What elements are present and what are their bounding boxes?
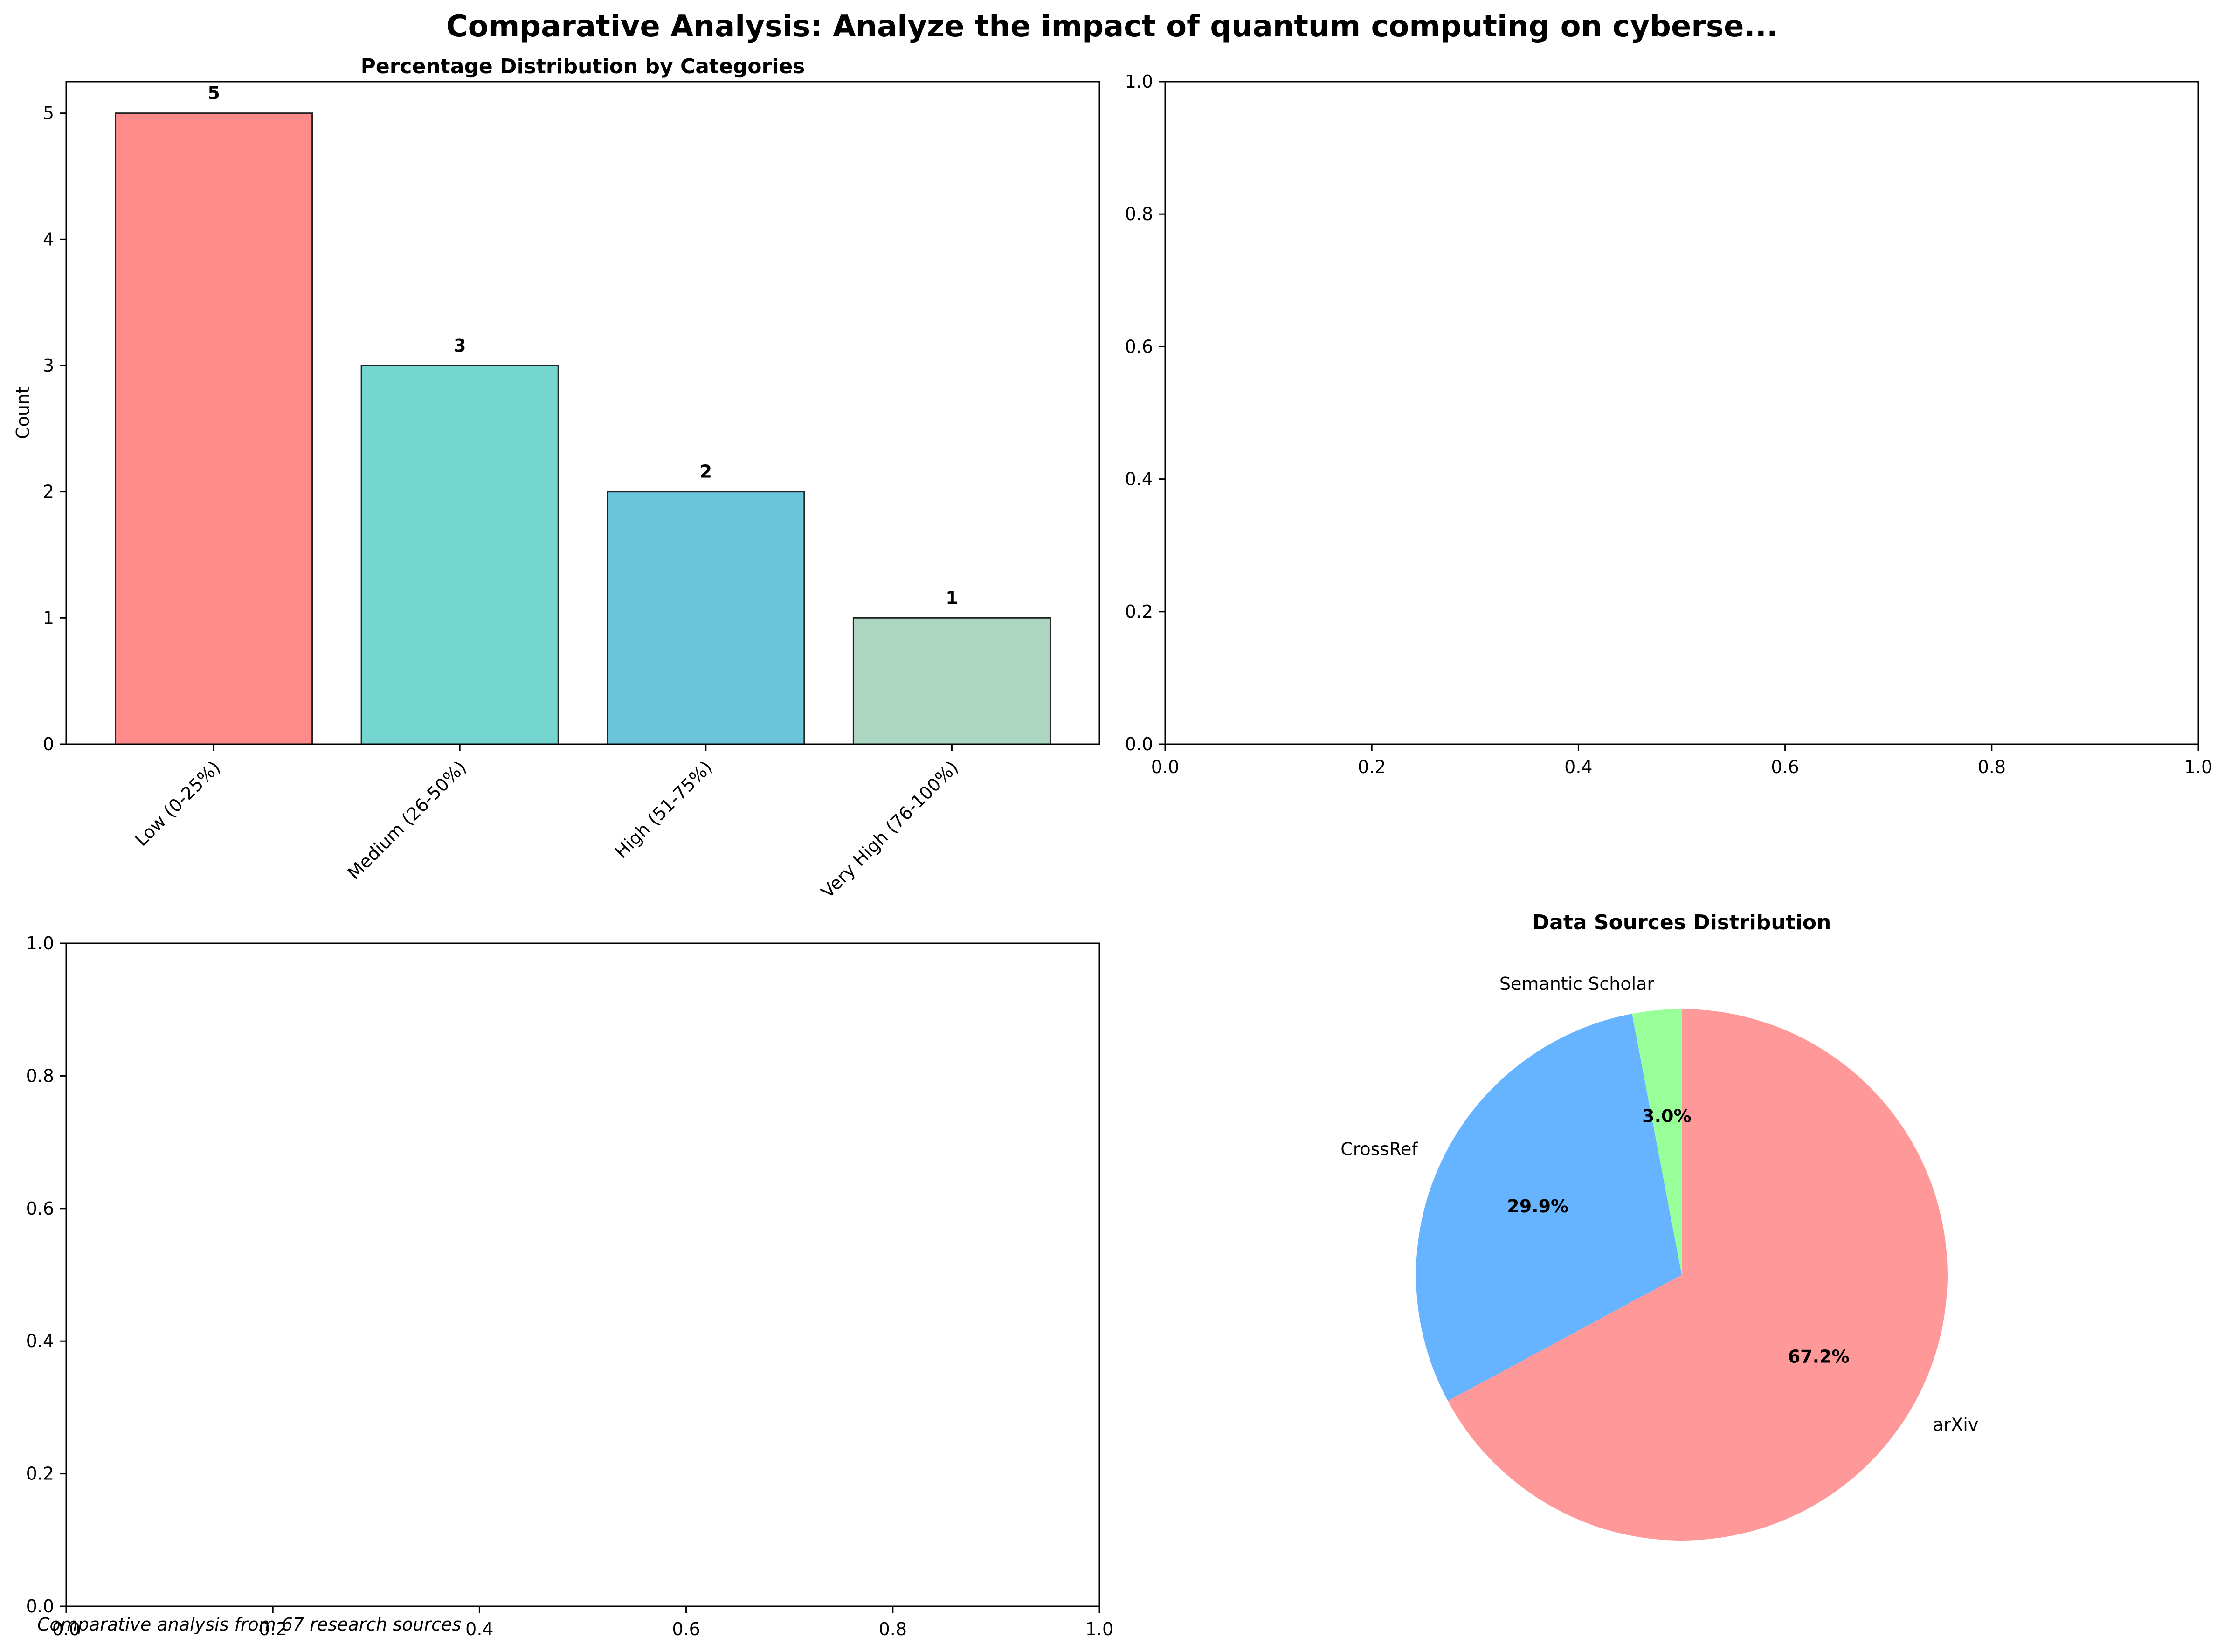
pie-slice-label: CrossRef <box>1340 1139 1418 1160</box>
pie-slice-label: Semantic Scholar <box>1499 974 1655 994</box>
pie-slice-percent: 3.0% <box>1642 1106 1691 1127</box>
pie-chart-title: Data Sources Distribution <box>1533 911 1831 934</box>
bar-y-axis-label: Count <box>13 387 33 439</box>
bar-ytick-label: 0 <box>43 734 54 754</box>
pie-chart-axes: Data Sources Distribution arXiv 67.2% Cross… <box>1340 911 1978 1541</box>
bar-data-label: 2 <box>700 462 712 482</box>
bar <box>360 365 559 745</box>
pie-slice <box>1448 1009 1948 1541</box>
empty-bottom-left-frame <box>65 942 1100 1607</box>
figure-suptitle: Comparative Analysis: Analyze the impact… <box>446 9 1778 44</box>
pie-slice-percent: 67.2% <box>1788 1346 1850 1367</box>
bar-data-label: 1 <box>946 588 958 608</box>
bar-data-label: 3 <box>454 335 466 356</box>
empty-bottom-left-xtick-label: 0.8 <box>879 1619 907 1639</box>
empty-bottom-left-xtick-label: 0.4 <box>465 1619 493 1639</box>
empty-top-right-xtick-label: 0.8 <box>1978 757 2006 777</box>
empty-top-right-ytick-label: 0.0 <box>1125 734 1153 754</box>
bar-ytick-label: 4 <box>43 229 54 249</box>
empty-top-right-ytick-label: 0.4 <box>1125 469 1153 490</box>
empty-top-right-xtick-label: 0.0 <box>1151 757 1179 777</box>
bar-ytick-label: 3 <box>43 355 54 376</box>
empty-bottom-left-xtick-label: 1.0 <box>1085 1619 1113 1639</box>
bar-frame <box>65 81 1100 745</box>
empty-bottom-left-ytick-label: 1.0 <box>26 933 54 954</box>
empty-bottom-left-ytick-label: 0.6 <box>26 1198 54 1219</box>
empty-bottom-left-ytick-label: 0.4 <box>26 1331 54 1351</box>
empty-top-right-xtick-label: 0.6 <box>1771 757 1799 777</box>
empty-bottom-left-ytick-label: 0.2 <box>26 1464 54 1484</box>
empty-axes-bottom-left: 0.0 0.2 0.4 0.6 0.8 1.0 0.0 0.2 0.4 0.6 0.8 1.0 <box>26 933 1114 1639</box>
empty-axes-top-right: 0.0 0.2 0.4 0.6 0.8 1.0 0.0 0.2 0.4 0.6 0.8 1.0 <box>1125 71 2213 777</box>
pie-slice <box>1632 1009 1682 1275</box>
empty-top-right-xtick-label: 1.0 <box>2184 757 2212 777</box>
empty-bottom-left-xtick-label: 0.2 <box>259 1619 287 1639</box>
bar <box>607 491 805 745</box>
empty-top-right-frame <box>1164 81 2199 745</box>
empty-top-right-ytick-label: 0.2 <box>1125 601 1153 622</box>
bar <box>852 617 1051 745</box>
pie-slice-percent: 29.9% <box>1507 1196 1568 1217</box>
pie-slice <box>1416 1014 1682 1401</box>
bar-ytick-label: 2 <box>43 482 54 502</box>
figure-footnote: Comparative analysis from 67 research so… <box>37 1614 461 1635</box>
empty-bottom-left-xtick-label: 0.6 <box>672 1619 700 1639</box>
empty-top-right-ytick-label: 0.8 <box>1125 204 1153 224</box>
empty-top-right-xtick-label: 0.4 <box>1564 757 1592 777</box>
bar-data-label: 5 <box>207 83 220 104</box>
bar-chart-title: Percentage Distribution by Categories <box>361 55 805 78</box>
empty-top-right-ytick-label: 0.6 <box>1125 336 1153 357</box>
empty-bottom-left-ytick-label: 0.0 <box>26 1596 54 1617</box>
pie-slice-label: arXiv <box>1933 1414 1978 1435</box>
empty-top-right-ytick-label: 1.0 <box>1125 71 1153 92</box>
bar <box>115 112 313 745</box>
bar-ytick-label: 5 <box>43 103 54 124</box>
empty-top-right-xtick-label: 0.2 <box>1358 757 1386 777</box>
empty-bottom-left-xtick-label: 0.0 <box>52 1619 80 1639</box>
empty-bottom-left-ytick-label: 0.8 <box>26 1065 54 1086</box>
bar-ytick-label: 1 <box>43 608 54 628</box>
